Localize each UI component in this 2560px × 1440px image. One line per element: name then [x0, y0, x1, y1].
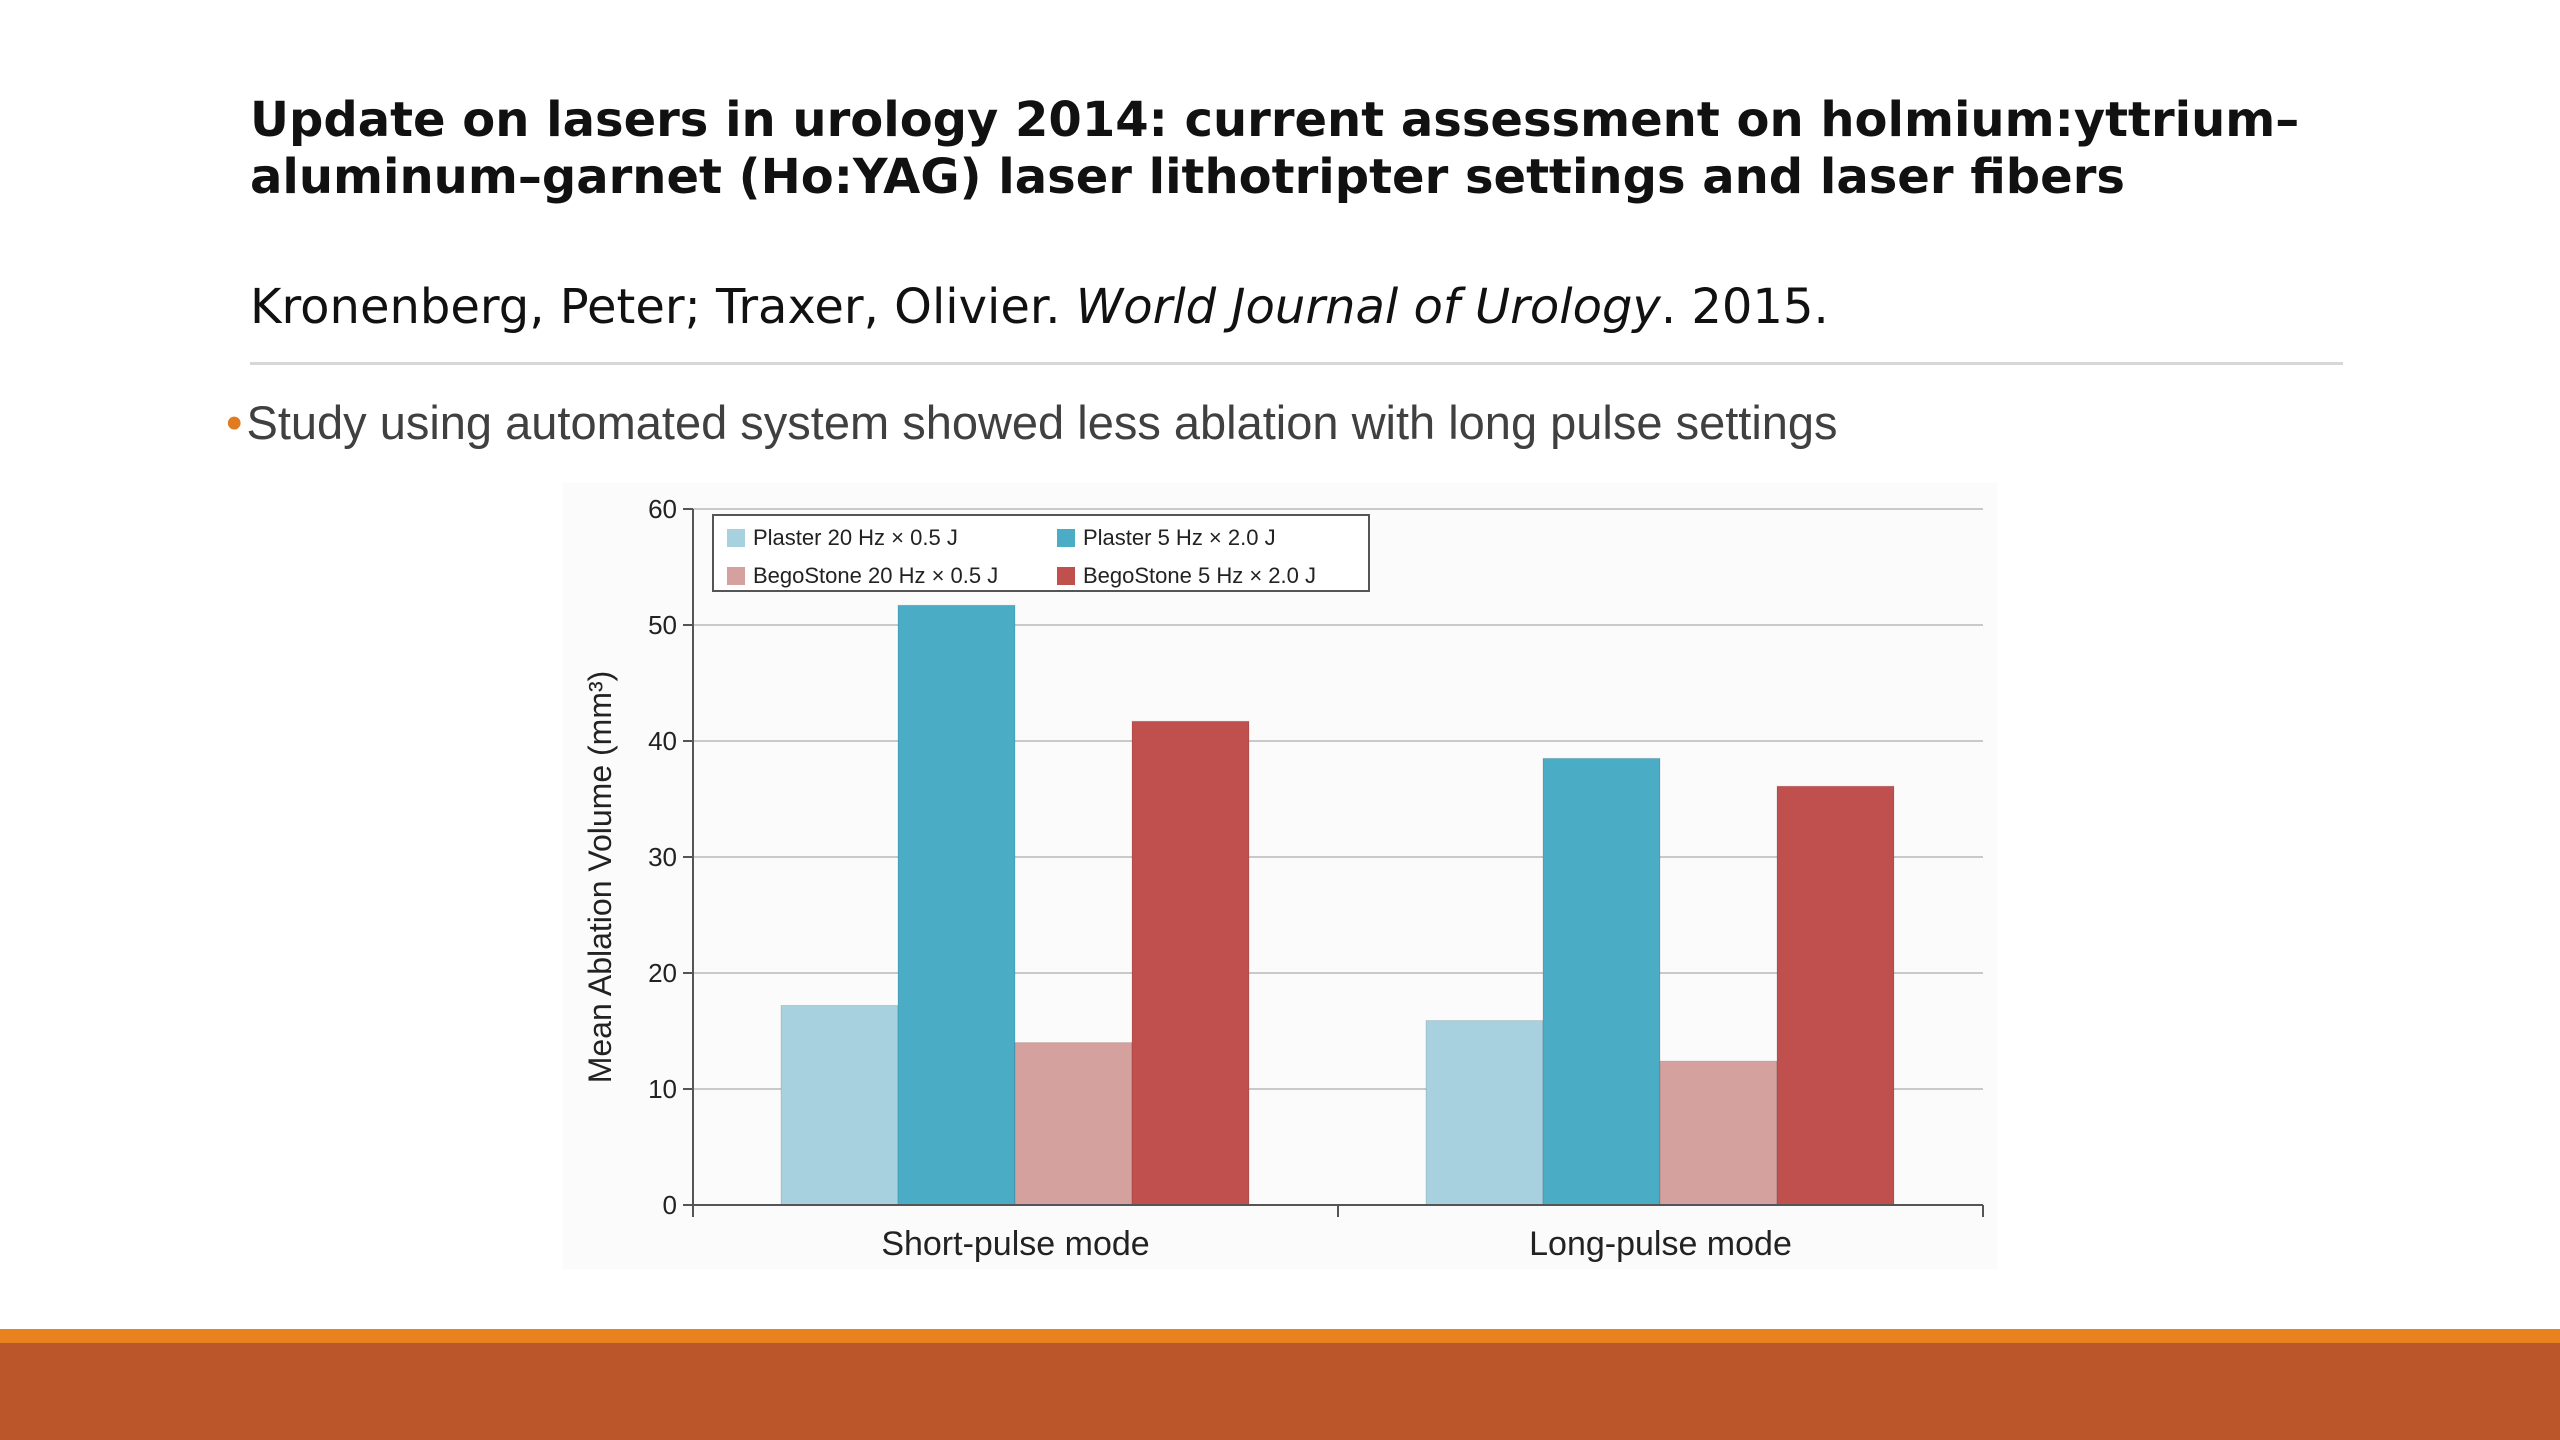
citation: Kronenberg, Peter; Traxer, Olivier. Worl… [250, 272, 1829, 342]
citation-journal: World Journal of Urology [1075, 279, 1661, 335]
y-tick-label: 60 [648, 494, 677, 524]
legend-entry: BegoStone 5 Hz × 2.0 J [1083, 563, 1316, 588]
footer-accent-line [0, 1329, 2560, 1343]
legend-entry: Plaster 20 Hz × 0.5 J [753, 525, 958, 550]
legend-swatch [1057, 567, 1075, 585]
bar-4-1 [1131, 720, 1250, 1206]
chart-figure: 0 10 20 30 40 50 60 Short-pulse mode Long-pulse … [563, 483, 1997, 1269]
x-tick-label: Long-pulse mode [1529, 1225, 1792, 1263]
y-axis-label: Mean Ablation Volume (mm³) [582, 671, 618, 1084]
bullet-dot-icon: • [226, 396, 243, 449]
bar-1-2 [1425, 1020, 1544, 1206]
bar-4-2 [1776, 785, 1895, 1206]
y-tick-label: 30 [648, 842, 677, 872]
y-tick-label: 10 [648, 1074, 677, 1104]
slide-title: Update on lasers in urology 2014: curren… [250, 92, 2300, 205]
y-tick-label: 20 [648, 958, 677, 988]
bullet-text: Study using automated system showed less… [246, 396, 1838, 449]
bar-2-1 [897, 604, 1016, 1206]
citation-authors: Kronenberg, Peter; Traxer, Olivier. [250, 279, 1076, 335]
legend-swatch [727, 567, 745, 585]
legend-swatch [727, 529, 745, 547]
bar-3-2 [1659, 1060, 1778, 1206]
y-tick-label: 40 [648, 726, 677, 756]
bar-3-1 [1014, 1042, 1133, 1206]
legend-box [712, 514, 1370, 592]
x-tick-label: Short-pulse mode [881, 1225, 1149, 1263]
bar-2-2 [1542, 757, 1661, 1206]
bullet-point: •Study using automated system showed les… [226, 388, 1838, 458]
footer-bar [0, 1343, 2560, 1440]
bar-chart: 0 10 20 30 40 50 60 Short-pulse mode Long-pulse … [582, 494, 1984, 1263]
bar-1-1 [780, 1004, 899, 1206]
legend-entry: Plaster 5 Hz × 2.0 J [1083, 525, 1276, 550]
title-divider [250, 362, 2343, 365]
y-tick-label: 0 [663, 1190, 677, 1220]
citation-year: . 2015. [1660, 279, 1829, 335]
y-tick-label: 50 [648, 610, 677, 640]
legend-swatch [1057, 529, 1075, 547]
legend-entry: BegoStone 20 Hz × 0.5 J [753, 563, 998, 588]
